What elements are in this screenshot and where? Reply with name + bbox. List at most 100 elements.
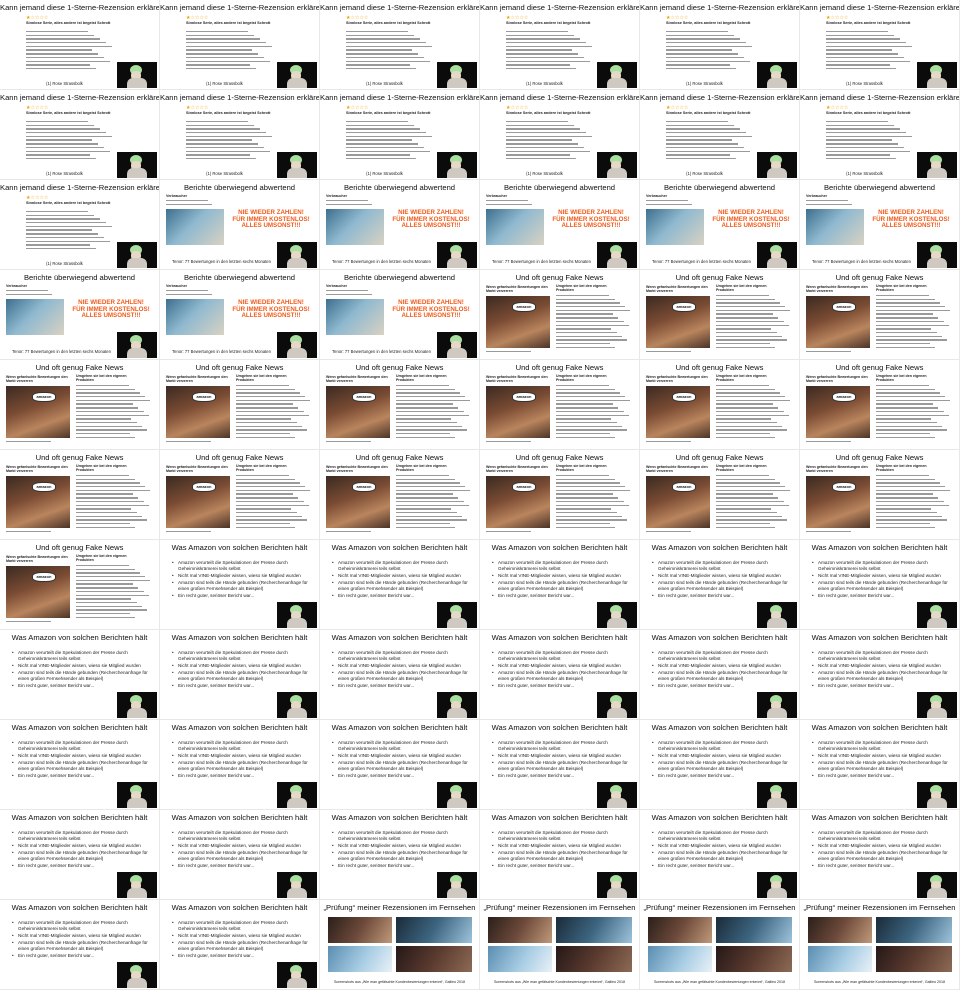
- text-line: [166, 290, 208, 292]
- presenter-body: [287, 348, 307, 358]
- slide-thumbnail[interactable]: Kann jemand diese 1-Sterne-Rezension erk…: [0, 90, 159, 179]
- text-line: [6, 293, 53, 296]
- bullet-item: Amazon verurteilt die Spekulationen der …: [652, 560, 790, 571]
- slide-thumbnail[interactable]: Und oft genug Fake News Wenn gefaelschte …: [640, 360, 799, 449]
- text-line: [26, 124, 94, 127]
- slide-thumbnail[interactable]: Kann jemand diese 1-Sterne-Rezension erk…: [320, 90, 479, 179]
- article-photo: amazon: [646, 386, 710, 438]
- slide-thumbnail[interactable]: Was Amazon von solchen Berichten hält Ama…: [640, 720, 799, 809]
- text-line: [716, 497, 779, 499]
- slide-thumbnail[interactable]: Kann jemand diese 1-Sterne-Rezension erk…: [800, 0, 959, 89]
- slide-thumbnail[interactable]: Was Amazon von solchen Berichten hält Ama…: [800, 720, 959, 809]
- slide-thumbnail[interactable]: Was Amazon von solchen Berichten hält Ama…: [0, 630, 159, 719]
- text-line: [876, 418, 932, 420]
- slide-thumbnail[interactable]: Berichte überwiegend abwertend Verbrauche…: [320, 180, 479, 269]
- slide-thumbnail[interactable]: Berichte überwiegend abwertend Verbrauche…: [160, 180, 319, 269]
- text-line: [396, 511, 457, 514]
- slide-caption: Screenshots aus „Wie man gefälschte Kund…: [653, 980, 786, 984]
- text-line: [716, 313, 773, 315]
- slide-thumbnail[interactable]: Kann jemand diese 1-Sterne-Rezension erk…: [480, 0, 639, 89]
- slide-thumbnail[interactable]: Kann jemand diese 1-Sterne-Rezension erk…: [0, 180, 159, 269]
- slide-thumbnail[interactable]: Berichte überwiegend abwertend Verbrauche…: [480, 180, 639, 269]
- slide-thumbnail[interactable]: Was Amazon von solchen Berichten hält Ama…: [320, 810, 479, 899]
- slide-thumbnail[interactable]: Was Amazon von solchen Berichten hält Ama…: [640, 540, 799, 629]
- slide-thumbnail[interactable]: Was Amazon von solchen Berichten hält Ama…: [480, 720, 639, 809]
- slide-thumbnail[interactable]: Und oft genug Fake News Wenn gefaelschte …: [800, 360, 959, 449]
- text-line: [186, 45, 273, 48]
- slide-thumbnail[interactable]: Was Amazon von solchen Berichten hält Ama…: [800, 630, 959, 719]
- slide-thumbnail[interactable]: Und oft genug Fake News Wenn gefaelschte …: [160, 450, 319, 539]
- slide-thumbnail[interactable]: Und oft genug Fake News Wenn gefaelschte …: [640, 270, 799, 359]
- slide-thumbnail[interactable]: Berichte überwiegend abwertend Verbrauche…: [160, 270, 319, 359]
- slide-thumbnail[interactable]: Was Amazon von solchen Berichten hält Ama…: [160, 540, 319, 629]
- slide-thumbnail[interactable]: Was Amazon von solchen Berichten hält Ama…: [800, 810, 959, 899]
- presenter-video: [597, 692, 637, 718]
- slide-thumbnail[interactable]: Und oft genug Fake News Wenn gefaelschte …: [640, 450, 799, 539]
- slide-thumbnail[interactable]: Kann jemand diese 1-Sterne-Rezension erk…: [640, 90, 799, 179]
- slide-thumbnail[interactable]: Was Amazon von solchen Berichten hält Ama…: [320, 630, 479, 719]
- slide-thumbnail[interactable]: Berichte überwiegend abwertend Verbrauche…: [0, 270, 159, 359]
- slide-thumbnail[interactable]: Was Amazon von solchen Berichten hält Ama…: [480, 630, 639, 719]
- text-line: [396, 425, 463, 427]
- slide-thumbnail[interactable]: Was Amazon von solchen Berichten hält Ama…: [160, 810, 319, 899]
- slide-thumbnail[interactable]: Kann jemand diese 1-Sterne-Rezension erk…: [320, 0, 479, 89]
- slide-title: Und oft genug Fake News: [355, 453, 444, 462]
- slide-thumbnail[interactable]: Was Amazon von solchen Berichten hält Ama…: [640, 810, 799, 899]
- slide-thumbnail[interactable]: Und oft genug Fake News Wenn gefaelschte …: [800, 450, 959, 539]
- text-line: [26, 154, 91, 156]
- promo-text: NIE WIEDER ZAHLEN! FÜR IMMER KOSTENLOS! AL…: [706, 209, 796, 230]
- review-body: [666, 31, 754, 72]
- text-line: [186, 143, 259, 145]
- slide-thumbnail[interactable]: Und oft genug Fake News Wenn gefaelschte …: [0, 360, 159, 449]
- slide-thumbnail[interactable]: Kann jemand diese 1-Sterne-Rezension erk…: [160, 0, 319, 89]
- slide-thumbnail[interactable]: Was Amazon von solchen Berichten hält Ama…: [160, 630, 319, 719]
- text-line: [826, 42, 907, 44]
- slide-thumbnail[interactable]: „Prüfung“ meiner Rezensionen im Fernsehe…: [480, 900, 639, 989]
- slide-thumbnail[interactable]: „Prüfung“ meiner Rezensionen im Fernsehe…: [800, 900, 959, 989]
- slide-thumbnail[interactable]: „Prüfung“ meiner Rezensionen im Fernsehe…: [320, 900, 479, 989]
- slide-thumbnail[interactable]: Was Amazon von solchen Berichten hält Ama…: [320, 540, 479, 629]
- slide-thumbnail[interactable]: Was Amazon von solchen Berichten hält Ama…: [0, 900, 159, 989]
- text-line: [236, 403, 293, 405]
- slide-thumbnail[interactable]: Kann jemand diese 1-Sterne-Rezension erk…: [640, 0, 799, 89]
- amazon-logo-box: amazon: [512, 482, 536, 492]
- slide-thumbnail[interactable]: Was Amazon von solchen Berichten hält Ama…: [0, 810, 159, 899]
- presenter-video: [277, 332, 317, 358]
- slide-thumbnail[interactable]: Was Amazon von solchen Berichten hält Ama…: [160, 720, 319, 809]
- slide-thumbnail[interactable]: Und oft genug Fake News Wenn gefaelschte …: [160, 360, 319, 449]
- text-line: [186, 154, 251, 156]
- slide-thumbnail[interactable]: Und oft genug Fake News Wenn gefaelschte …: [0, 540, 159, 629]
- text-line: [826, 128, 900, 130]
- slide-thumbnail[interactable]: Kann jemand diese 1-Sterne-Rezension erk…: [0, 0, 159, 89]
- slide-thumbnail[interactable]: Was Amazon von solchen Berichten hält Ama…: [0, 720, 159, 809]
- slide-thumbnail[interactable]: Kann jemand diese 1-Sterne-Rezension erk…: [480, 90, 639, 179]
- slide-thumbnail[interactable]: Und oft genug Fake News Wenn gefaelschte …: [480, 360, 639, 449]
- slide-thumbnail[interactable]: „Prüfung“ meiner Rezensionen im Fernsehe…: [640, 900, 799, 989]
- slide-thumbnail[interactable]: Kann jemand diese 1-Sterne-Rezension erk…: [160, 90, 319, 179]
- slide-thumbnail[interactable]: Was Amazon von solchen Berichten hält Ama…: [480, 810, 639, 899]
- slide-thumbnail[interactable]: Kann jemand diese 1-Sterne-Rezension erk…: [800, 90, 959, 179]
- slide-thumbnail[interactable]: Und oft genug Fake News Wenn gefaelschte …: [320, 450, 479, 539]
- slide-thumbnail[interactable]: Berichte überwiegend abwertend Verbrauche…: [320, 270, 479, 359]
- slide-thumbnail[interactable]: Und oft genug Fake News Wenn gefaelschte …: [320, 360, 479, 449]
- text-line: [26, 214, 94, 217]
- slide-thumbnail[interactable]: Was Amazon von solchen Berichten hält Ama…: [640, 630, 799, 719]
- presenter-face: [611, 71, 621, 80]
- bullet-item: Nicht mal VINE-Mitglieder wissen, wieso …: [332, 663, 470, 669]
- slide-thumbnail[interactable]: Was Amazon von solchen Berichten hält Ama…: [320, 720, 479, 809]
- slide-thumbnail[interactable]: Was Amazon von solchen Berichten hält Ama…: [800, 540, 959, 629]
- slide-thumbnail[interactable]: Berichte überwiegend abwertend Verbrauche…: [800, 180, 959, 269]
- slide-thumbnail[interactable]: Was Amazon von solchen Berichten hält Ama…: [480, 540, 639, 629]
- text-line: [236, 414, 309, 416]
- text-line: [556, 407, 619, 409]
- slide-thumbnail[interactable]: Was Amazon von solchen Berichten hält Ama…: [160, 900, 319, 989]
- slide-thumbnail[interactable]: Und oft genug Fake News Wenn gefaelschte …: [800, 270, 959, 359]
- slide-thumbnail[interactable]: Und oft genug Fake News Wenn gefaelschte …: [0, 450, 159, 539]
- presenter-body: [447, 78, 467, 88]
- bullet-item: Ein recht guter, seriöser Bericht war...: [812, 683, 950, 689]
- promo-line: NIE WIEDER ZAHLEN!: [558, 209, 624, 216]
- slide-title: Was Amazon von solchen Berichten hält: [331, 543, 468, 552]
- slide-thumbnail[interactable]: Berichte überwiegend abwertend Verbrauche…: [640, 180, 799, 269]
- slide-thumbnail[interactable]: Und oft genug Fake News Wenn gefaelschte …: [480, 270, 639, 359]
- slide-thumbnail[interactable]: Und oft genug Fake News Wenn gefaelschte …: [480, 450, 639, 539]
